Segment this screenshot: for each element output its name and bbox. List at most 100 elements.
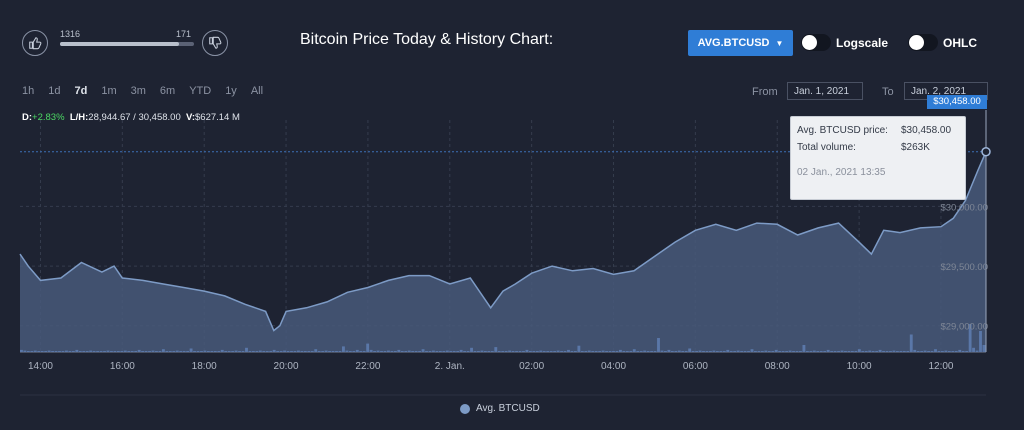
volume-bar bbox=[805, 351, 809, 352]
from-label: From bbox=[752, 86, 778, 98]
volume-bar bbox=[539, 350, 543, 352]
volume-bar bbox=[847, 351, 851, 352]
volume-bar bbox=[650, 351, 654, 352]
volume-bar bbox=[470, 347, 473, 352]
volume-bar bbox=[615, 351, 619, 352]
volume-bar bbox=[767, 351, 771, 352]
tooltip-price-label: Avg. BTCUSD price: bbox=[797, 125, 888, 136]
volume-bar bbox=[68, 351, 72, 352]
volume-bar bbox=[740, 351, 744, 352]
logscale-toggle[interactable] bbox=[801, 34, 831, 51]
page-title: Bitcoin Price Today & History Chart: bbox=[300, 31, 554, 48]
volume-bar bbox=[352, 351, 356, 352]
volume-bar bbox=[303, 351, 307, 352]
range-1h[interactable]: 1h bbox=[22, 85, 35, 97]
volume-bar bbox=[709, 351, 712, 352]
volume-bar bbox=[702, 351, 705, 352]
volume-bar bbox=[629, 351, 633, 352]
volume-bar bbox=[906, 351, 910, 352]
volume-bar bbox=[262, 351, 266, 352]
volume-bar bbox=[556, 350, 560, 352]
volume-bar bbox=[279, 351, 283, 352]
volume-bar bbox=[151, 350, 155, 352]
volume-bar bbox=[771, 351, 775, 352]
volume-bar bbox=[816, 351, 820, 352]
volume-bar bbox=[483, 351, 487, 352]
volume-bar bbox=[213, 351, 217, 352]
volume-bar bbox=[715, 351, 719, 352]
thumbs-down-button[interactable] bbox=[202, 30, 228, 56]
range-7d[interactable]: 7d bbox=[74, 85, 88, 97]
volume-bar bbox=[837, 351, 840, 352]
volume-bar bbox=[868, 350, 872, 352]
legend-label: Avg. BTCUSD bbox=[476, 403, 540, 414]
range-6m[interactable]: 6m bbox=[159, 85, 176, 97]
volume-bar bbox=[698, 350, 702, 352]
volume-bar bbox=[196, 351, 200, 352]
volume-bar bbox=[113, 351, 117, 352]
volume-bar bbox=[110, 351, 113, 352]
ohlc-label: OHLC bbox=[943, 36, 977, 50]
volume-bar bbox=[972, 347, 976, 352]
range-3m[interactable]: 3m bbox=[130, 85, 146, 97]
volume-bar bbox=[899, 351, 903, 352]
chart-legend[interactable]: Avg. BTCUSD bbox=[460, 403, 540, 414]
volume-bar bbox=[864, 351, 868, 352]
volume-bar bbox=[338, 351, 342, 352]
volume-bar bbox=[37, 351, 41, 352]
volume-bar bbox=[26, 351, 30, 352]
volume-bar bbox=[501, 351, 505, 352]
logscale-label: Logscale bbox=[836, 36, 889, 50]
volume-bar bbox=[522, 351, 525, 352]
volume-bar bbox=[954, 351, 958, 352]
volume-bar bbox=[272, 349, 276, 352]
volume-bar bbox=[895, 351, 899, 352]
volume-bar bbox=[418, 351, 422, 352]
volume-bar bbox=[411, 351, 415, 352]
volume-bar bbox=[639, 351, 643, 352]
range-all[interactable]: All bbox=[250, 85, 264, 97]
volume-bar bbox=[355, 349, 359, 352]
volume-bar bbox=[103, 351, 106, 352]
range-ytd[interactable]: YTD bbox=[189, 85, 212, 97]
volume-bar bbox=[760, 351, 764, 352]
volume-bar bbox=[823, 351, 827, 352]
volume-bar bbox=[387, 350, 390, 352]
range-1d[interactable]: 1d bbox=[48, 85, 61, 97]
volume-bar bbox=[331, 351, 335, 352]
volume-bar bbox=[463, 351, 467, 352]
volume-bar bbox=[643, 350, 647, 352]
volume-bar bbox=[882, 351, 885, 352]
volume-bar bbox=[944, 350, 948, 352]
volume-bar bbox=[515, 351, 518, 352]
x-tick-label: 14:00 bbox=[28, 361, 53, 372]
ohlc-toggle[interactable] bbox=[908, 34, 938, 51]
volume-bar bbox=[840, 350, 844, 352]
volume-bar bbox=[549, 351, 553, 352]
thumbs-up-button[interactable] bbox=[22, 30, 48, 56]
volume-bar bbox=[712, 350, 716, 352]
price-chart[interactable]: 14:00 16:00 18:00 20:00 22:00 2. Jan. 02:00 04:… bbox=[0, 100, 1024, 400]
day-change-value: +2.83% bbox=[32, 112, 65, 123]
volume-bar bbox=[310, 351, 314, 352]
volume-bar bbox=[754, 351, 757, 352]
volume-bar bbox=[390, 351, 394, 352]
volume-bar bbox=[920, 351, 924, 352]
series-select-button[interactable]: AVG.BTCUSD ▼ bbox=[688, 30, 793, 56]
volume-bar bbox=[802, 345, 806, 352]
volume-bar bbox=[182, 351, 186, 352]
volume-bar bbox=[466, 351, 470, 352]
volume-bar bbox=[795, 351, 799, 352]
range-1y[interactable]: 1y bbox=[225, 85, 237, 97]
volume-bar bbox=[400, 351, 404, 352]
volume-bar bbox=[366, 343, 370, 352]
range-1m[interactable]: 1m bbox=[101, 85, 117, 97]
tooltip-price-value: $30,458.00 bbox=[901, 125, 952, 136]
volume-bar bbox=[130, 351, 134, 352]
volume-value: $627.14 M bbox=[195, 112, 240, 123]
volume-bar bbox=[220, 349, 224, 352]
from-date-input[interactable]: Jan. 1, 2021 bbox=[787, 82, 863, 100]
volume-bar bbox=[646, 351, 650, 352]
volume-bar bbox=[155, 351, 158, 352]
legend-marker bbox=[460, 403, 470, 414]
